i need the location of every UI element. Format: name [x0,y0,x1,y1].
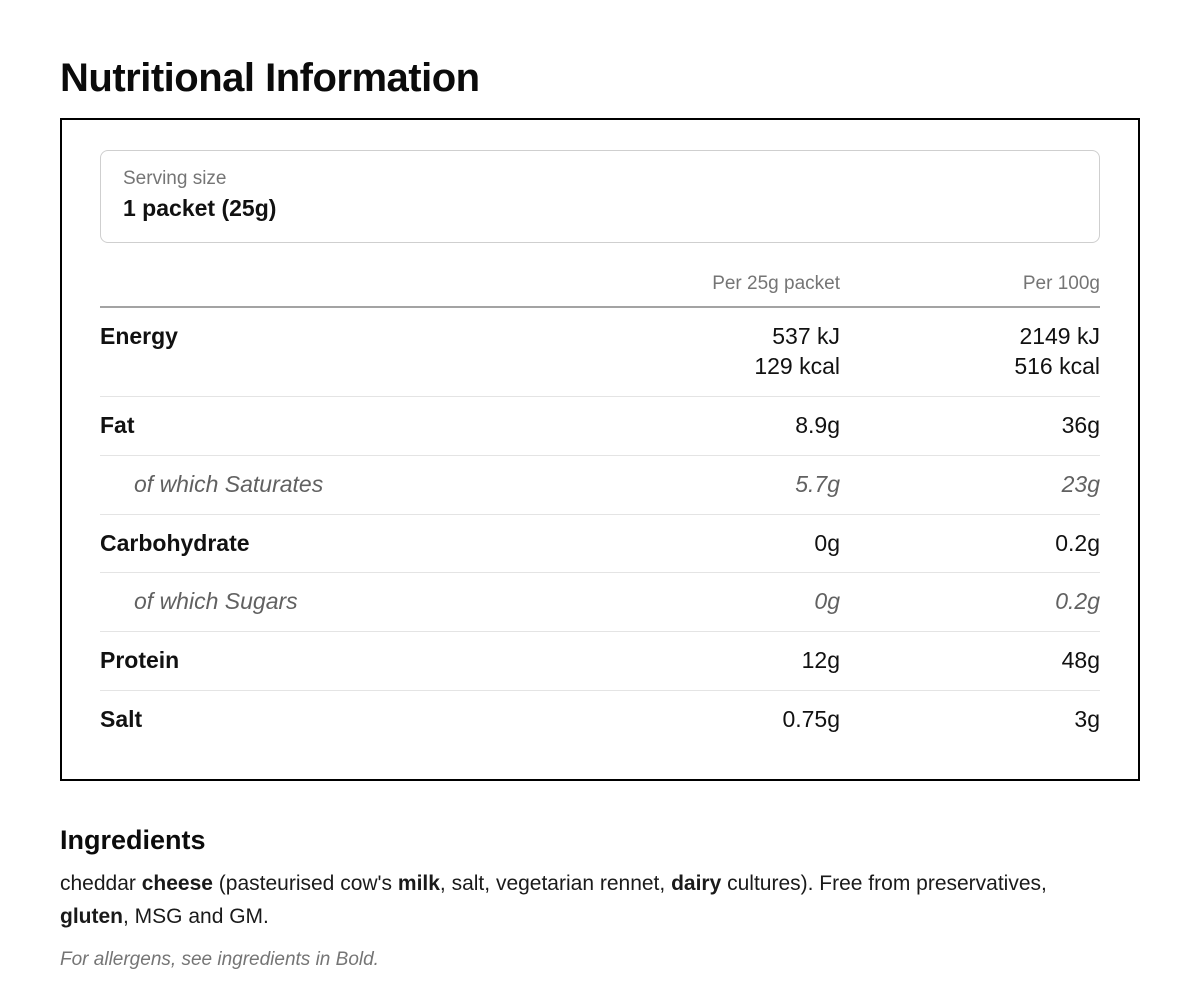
value-per-100g: 0.2g [840,514,1100,574]
column-header-per-serving: Per 25g packet [550,259,840,308]
nutrition-panel: Serving size 1 packet (25g) Per 25g pack… [60,118,1140,782]
row-label: Salt [100,706,143,733]
serving-size-box: Serving size 1 packet (25g) [100,150,1100,243]
ingredients-heading: Ingredients [60,825,206,856]
allergen-note: For allergens, see ingredients in Bold. [60,949,379,971]
table-row: Energy 537 kJ 129 kcal 2149 kJ 516 kcal [100,307,1100,397]
table-row: Protein 12g 48g [100,631,1100,692]
table-row: Carbohydrate 0g 0.2g [100,514,1100,574]
row-label: of which Saturates [100,455,550,515]
value-per-serving: 8.9g [550,396,840,456]
value-per-serving: 5.7g [550,455,840,515]
value-per-100g: 2149 kJ 516 kcal [840,307,1100,397]
row-label: Energy [100,307,550,397]
row-label: Fat [100,396,550,456]
table-row: of which Sugars 0g 0.2g [100,572,1100,633]
table-row: Fat 8.9g 36g [100,396,1100,456]
value-per-serving: 12g [550,631,840,692]
nutrition-table: Per 25g packet Per 100g Energy 537 kJ 129 … [100,259,1100,753]
value-per-serving: 537 kJ 129 kcal [550,307,840,397]
table-header-row: Per 25g packet Per 100g [100,259,1100,308]
page-title: Nutritional Information [60,56,480,100]
value-per-serving: 0g [550,514,840,574]
column-header-nutrient [100,259,550,308]
value-per-100g: 3g [1074,706,1100,733]
row-label: Protein [100,631,550,692]
ingredients-section: Ingredients cheddar cheese (pasteurised … [60,825,1140,971]
value-per-100g: 0.2g [840,572,1100,633]
value-per-serving: 0.75g [782,706,840,733]
value-per-100g: 36g [840,396,1100,456]
value-per-serving: 0g [550,572,840,633]
value-per-100g: 23g [840,455,1100,515]
table-row: of which Saturates 5.7g 23g [100,455,1100,515]
value-per-100g: 48g [840,631,1100,692]
page: Nutritional Information Serving size 1 p… [0,56,1200,971]
column-header-per-100g: Per 100g [840,259,1100,308]
row-label: Carbohydrate [100,514,550,574]
serving-size-label: Serving size [123,168,227,189]
serving-size-value: 1 packet (25g) [123,195,277,221]
ingredients-text: cheddar cheese (pasteurised cow's milk, … [60,872,1047,928]
row-label: of which Sugars [100,572,550,633]
table-row: Salt 0.75g 3g [100,691,1100,753]
